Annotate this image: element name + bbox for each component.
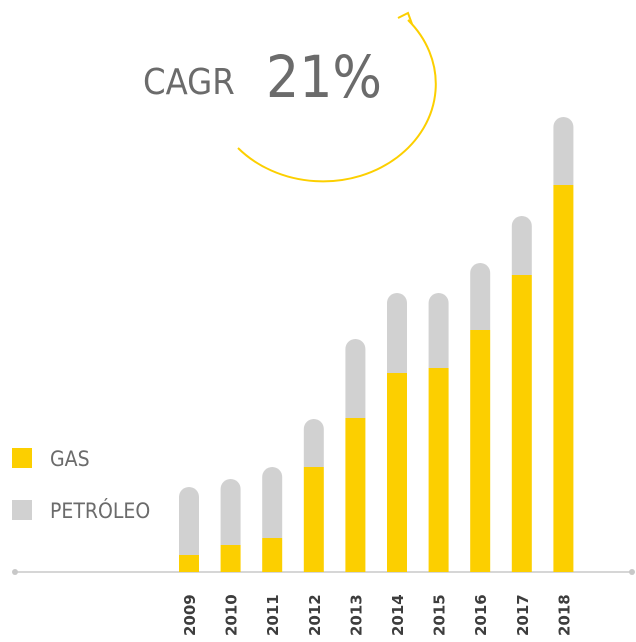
legend-swatch — [12, 448, 32, 468]
bar-segment — [470, 330, 491, 572]
bar-segment — [179, 487, 199, 555]
bar-segment — [179, 555, 199, 572]
axis-end — [12, 569, 18, 575]
bar-segment — [262, 538, 283, 572]
bar-segment — [553, 117, 574, 185]
bar-segment — [387, 373, 407, 572]
bar-segment — [220, 479, 241, 545]
cagr-arrow — [237, 19, 437, 183]
bar-segment — [262, 467, 283, 538]
legend-label: PETRÓLEO — [50, 498, 150, 523]
bar-segment — [303, 467, 324, 572]
bar-segment — [387, 293, 407, 373]
x-tick-label: 2010 — [223, 594, 241, 636]
x-tick-label: 2015 — [431, 594, 449, 636]
axis-end — [629, 569, 635, 575]
legend-swatch — [12, 500, 32, 520]
x-tick-label: 2009 — [181, 594, 199, 636]
bar-segment — [428, 293, 449, 368]
bar-segment — [553, 185, 574, 572]
x-tick-label: 2012 — [306, 594, 324, 636]
bar-segment — [511, 216, 532, 275]
bar-segment — [303, 419, 324, 467]
x-tick-label: 2014 — [389, 594, 407, 636]
cagr-value: 21% — [266, 43, 382, 111]
bar-segment — [511, 275, 532, 572]
bar-segment — [470, 263, 491, 330]
bar-segment — [345, 339, 366, 418]
cagr-arrow-head — [397, 11, 413, 25]
cagr-label: CAGR — [143, 62, 235, 103]
bar-segment — [428, 368, 449, 572]
bar-segment — [345, 418, 366, 572]
bar-segment — [220, 545, 241, 572]
x-tick-label: 2011 — [264, 594, 282, 636]
legend-label: GAS — [50, 447, 90, 471]
x-tick-label: 2018 — [555, 594, 573, 636]
x-tick-label: 2017 — [514, 594, 532, 636]
x-tick-label: 2013 — [347, 594, 365, 636]
x-tick-label: 2016 — [472, 594, 490, 636]
